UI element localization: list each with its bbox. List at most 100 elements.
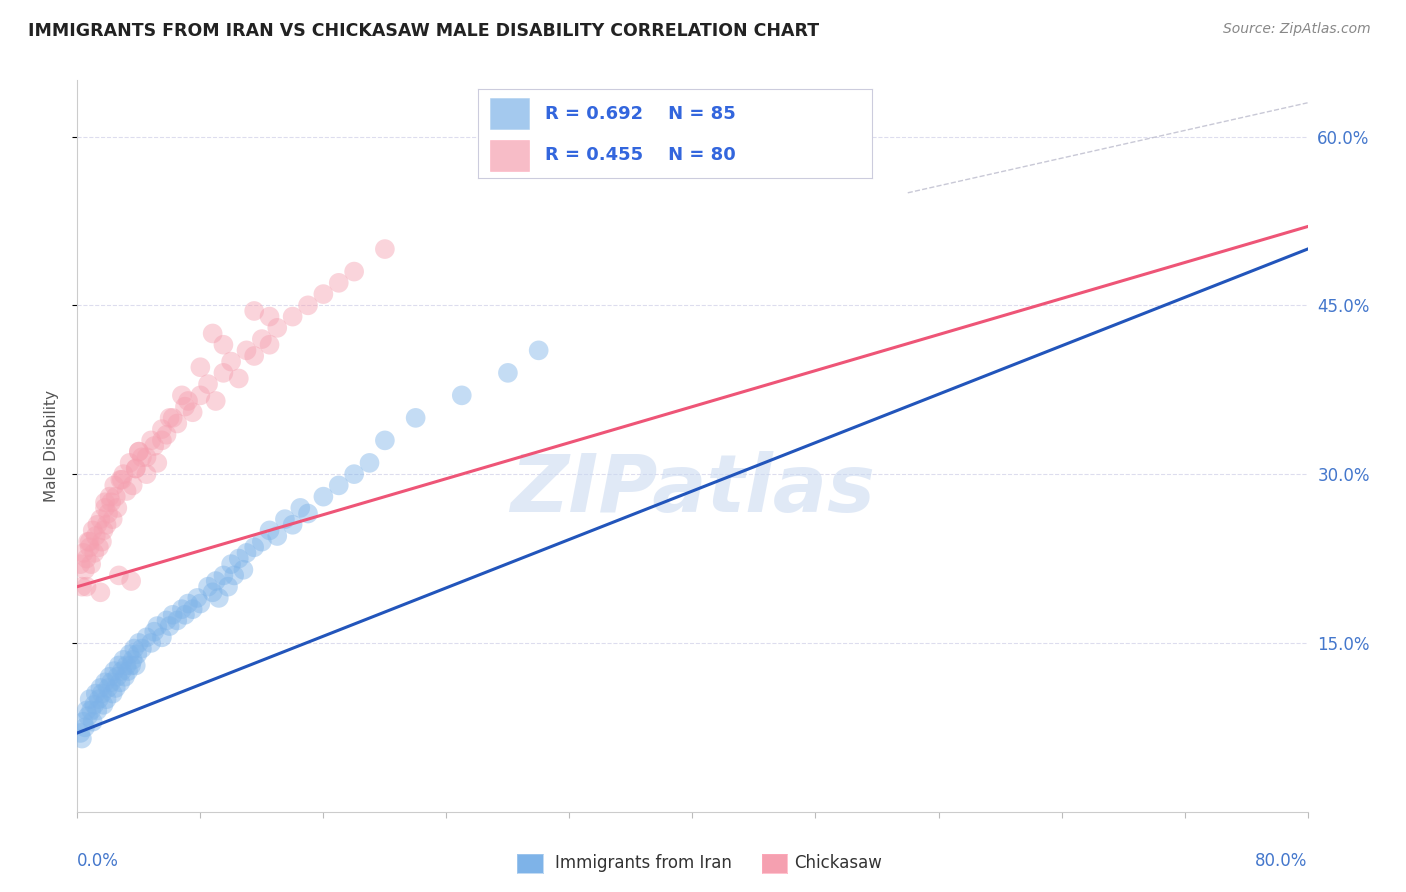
Point — [97, 507, 120, 521]
Point — [374, 242, 396, 256]
Point — [297, 298, 319, 312]
Point — [281, 310, 304, 324]
Point — [96, 517, 118, 532]
Point — [243, 349, 266, 363]
Point — [181, 602, 204, 616]
Point — [111, 473, 134, 487]
Point — [93, 524, 115, 538]
Point — [84, 529, 107, 543]
Point — [212, 366, 235, 380]
Point — [101, 687, 124, 701]
Point — [181, 405, 204, 419]
Point — [162, 607, 184, 622]
Point — [141, 434, 163, 448]
Point — [125, 461, 148, 475]
Point — [201, 326, 224, 341]
Point — [82, 524, 104, 538]
Point — [89, 585, 111, 599]
Point — [177, 394, 200, 409]
Point — [232, 563, 254, 577]
Point — [94, 495, 117, 509]
Point — [204, 574, 226, 588]
Point — [259, 524, 281, 538]
Point — [243, 541, 266, 555]
Point — [93, 698, 115, 712]
Point — [90, 534, 114, 549]
Point — [112, 467, 135, 482]
Point — [70, 731, 93, 746]
Point — [162, 410, 184, 425]
Point — [110, 675, 132, 690]
Point — [83, 546, 105, 560]
Point — [80, 703, 103, 717]
Point — [131, 450, 153, 465]
Point — [100, 675, 122, 690]
Text: 80.0%: 80.0% — [1256, 852, 1308, 870]
Point — [343, 467, 366, 482]
Point — [328, 478, 350, 492]
Point — [155, 614, 177, 628]
Point — [259, 310, 281, 324]
Point — [96, 692, 118, 706]
Point — [118, 647, 141, 661]
Point — [250, 332, 273, 346]
Point — [87, 692, 110, 706]
Point — [111, 664, 134, 678]
Point — [105, 670, 128, 684]
Point — [128, 444, 150, 458]
Point — [190, 360, 212, 375]
Point — [77, 534, 100, 549]
Point — [186, 591, 208, 605]
Point — [135, 630, 157, 644]
Text: Source: ZipAtlas.com: Source: ZipAtlas.com — [1223, 22, 1371, 37]
Point — [219, 354, 242, 368]
Point — [450, 388, 472, 402]
Point — [143, 439, 166, 453]
Point — [100, 495, 122, 509]
Point — [108, 568, 131, 582]
Point — [72, 546, 94, 560]
Point — [72, 714, 94, 729]
Point — [312, 287, 335, 301]
Point — [228, 551, 250, 566]
Point — [146, 456, 169, 470]
Point — [69, 557, 91, 571]
Point — [80, 557, 103, 571]
Point — [190, 388, 212, 402]
Point — [297, 507, 319, 521]
Point — [605, 107, 627, 121]
Point — [235, 546, 257, 560]
Point — [104, 681, 127, 695]
Point — [82, 714, 104, 729]
Point — [527, 343, 550, 358]
Point — [135, 467, 157, 482]
Point — [86, 517, 108, 532]
Point — [170, 388, 193, 402]
Point — [155, 427, 177, 442]
Point — [166, 614, 188, 628]
Point — [159, 619, 181, 633]
Point — [112, 653, 135, 667]
Point — [250, 534, 273, 549]
Point — [128, 636, 150, 650]
Point — [121, 478, 143, 492]
Point — [69, 726, 91, 740]
Point — [235, 343, 257, 358]
Point — [115, 658, 138, 673]
Point — [79, 692, 101, 706]
Text: Immigrants from Iran: Immigrants from Iran — [555, 855, 733, 872]
Point — [405, 410, 427, 425]
Point — [90, 687, 114, 701]
Point — [101, 512, 124, 526]
Point — [177, 597, 200, 611]
Point — [174, 400, 197, 414]
Point — [359, 456, 381, 470]
Point — [73, 720, 96, 734]
Point — [201, 585, 224, 599]
Bar — [489, 98, 529, 129]
Point — [328, 276, 350, 290]
Point — [86, 703, 108, 717]
Point — [228, 371, 250, 385]
Point — [266, 529, 288, 543]
Point — [105, 500, 128, 515]
